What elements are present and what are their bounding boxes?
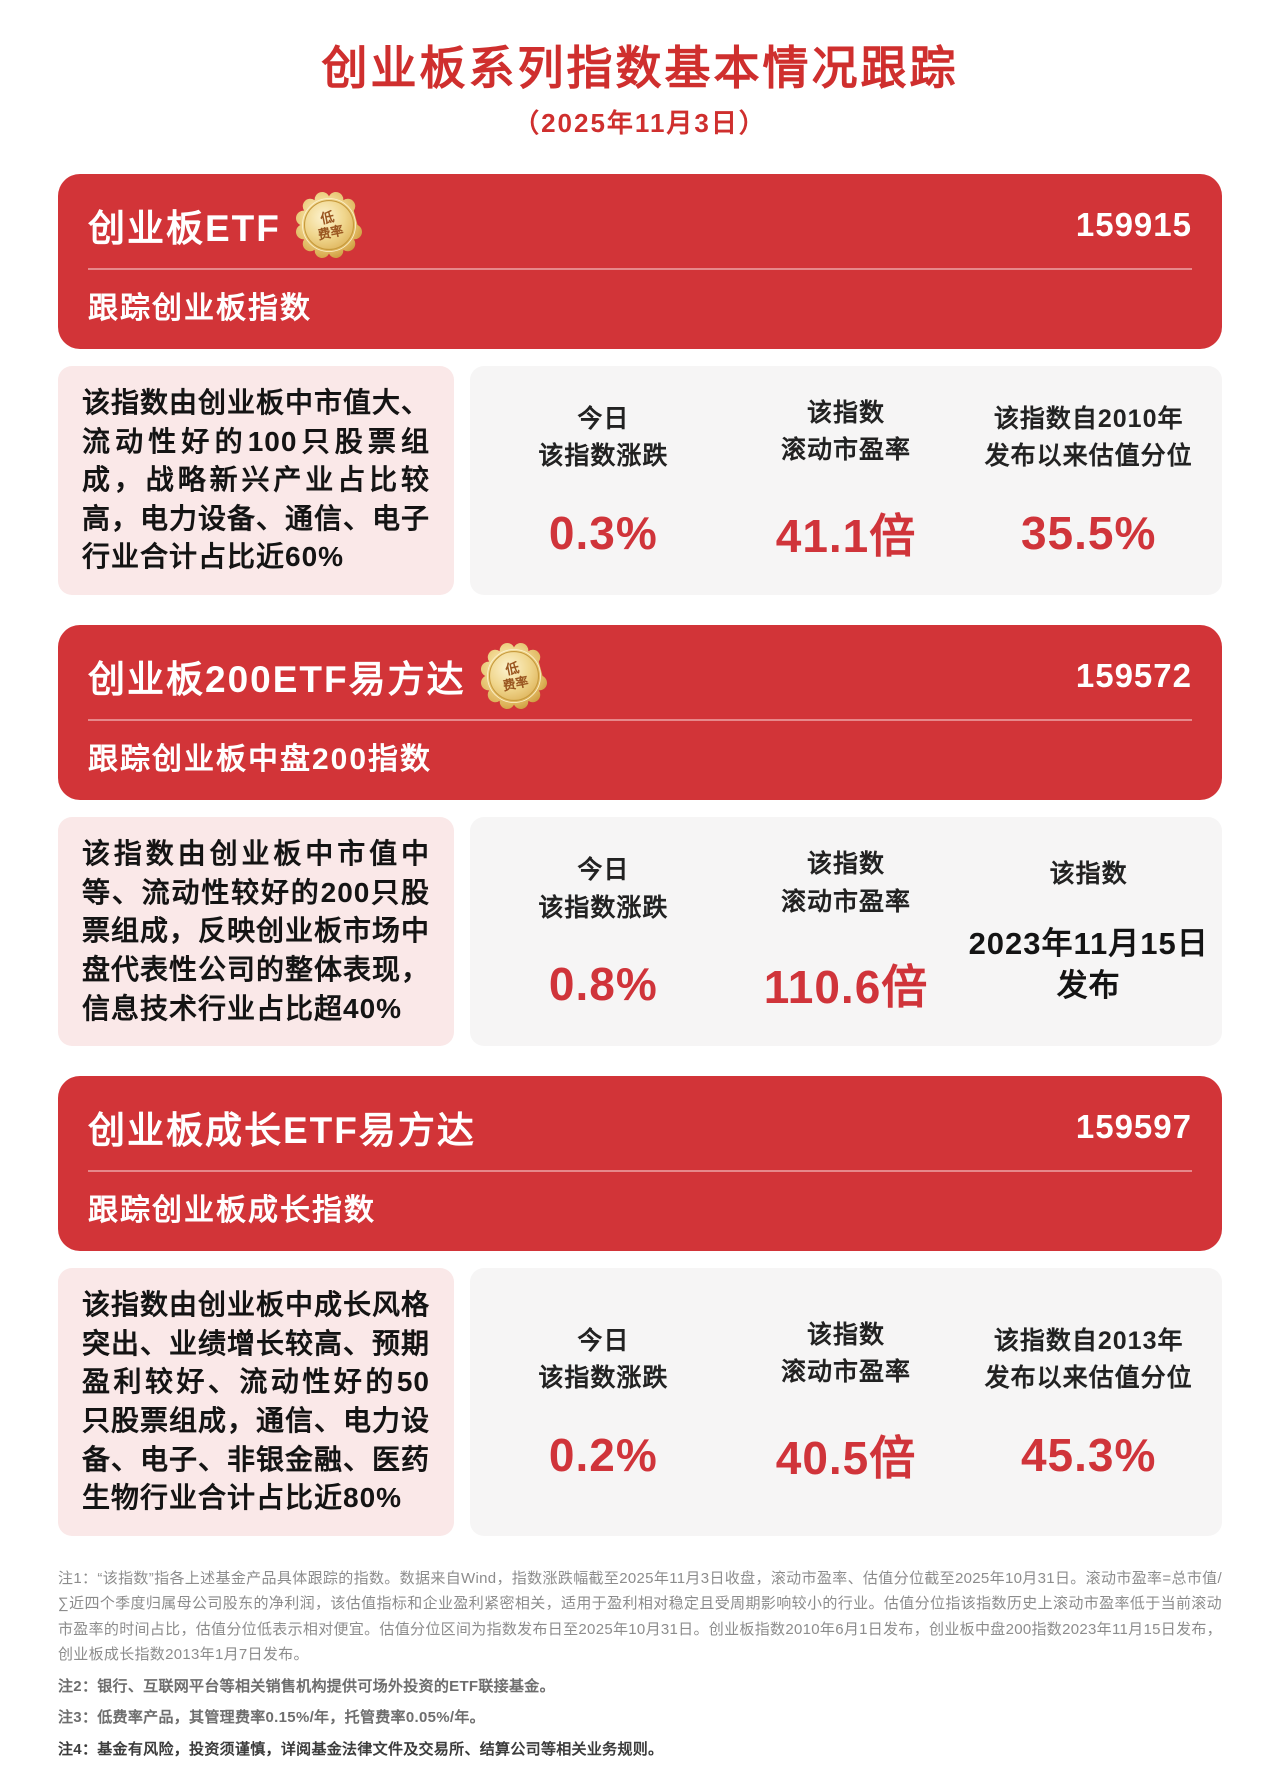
low-fee-seal-icon: 低 费率 (295, 191, 362, 258)
etf-name: 创业板成长ETF易方达 (88, 1110, 476, 1152)
card-body: 该指数由创业板中市值中等、流动性较好的200只股票组成，反映创业板市场中盘代表性… (58, 817, 1222, 1047)
stats-box: 今日 该指数涨跌 0.8% 该指数 滚动市盈率 110.6倍 该指数 2023年… (470, 817, 1222, 1047)
stat-label: 该指数自2013年 发布以来估值分位 (984, 1326, 1193, 1393)
stat-label: 今日 该指数涨跌 (538, 856, 669, 922)
index-description: 该指数由创业板中成长风格突出、业绩增长较高、预期盈利较好、流动性好的50只股票组… (58, 1268, 454, 1536)
footnotes: 注1：“该指数”指各上述基金产品具体跟踪的指数。数据来自Wind，指数涨跌幅截至… (58, 1566, 1222, 1763)
stat-value: 0.3% (548, 506, 658, 559)
stat-label: 该指数 (1049, 859, 1128, 888)
tracking-index-label: 跟踪创业板中盘200指数 (88, 743, 433, 777)
stat-value: 35.5% (1020, 506, 1157, 559)
card-header: 创业板200ETF易方达 低 费率 159572 跟踪创业板中盘200指数 (58, 625, 1222, 801)
stat-pe-ratio: 该指数 滚动市盈率 41.1倍 (725, 395, 968, 566)
stat-label: 该指数 滚动市盈率 (781, 850, 912, 916)
stats-box: 今日 该指数涨跌 0.3% 该指数 滚动市盈率 41.1倍 该指数自2010年 … (470, 365, 1222, 596)
stat-value: 45.3% (1020, 1428, 1157, 1481)
footnote-3: 注3：低费率产品，其管理费率0.15%/年，托管费率0.05%/年。 (58, 1709, 485, 1727)
stat-daily-change: 今日 该指数涨跌 0.3% (482, 401, 725, 560)
index-description: 该指数由创业板中市值中等、流动性较好的200只股票组成，反映创业板市场中盘代表性… (58, 817, 454, 1047)
stat-daily-change: 今日 该指数涨跌 0.8% (482, 852, 725, 1011)
header-divider (88, 1170, 1192, 1173)
stat-value: 0.8% (548, 958, 658, 1011)
svg-text:低 费率: 低 费率 (498, 658, 530, 694)
tracking-index-label: 跟踪创业板成长指数 (88, 1194, 376, 1228)
stat-label: 该指数 滚动市盈率 (781, 398, 912, 465)
stats-box: 今日 该指数涨跌 0.2% 该指数 滚动市盈率 40.5倍 该指数自2013年 … (470, 1268, 1222, 1536)
stat-value: 2023年11月15日 发布 (968, 926, 1209, 1004)
card-body: 该指数由创业板中市值大、流动性好的100只股票组成，战略新兴产业占比较高，电力设… (58, 365, 1222, 596)
etf-card-159915: 创业板ETF 低 费率 159915 跟踪创业板指数 该指数由创业板中市值大、流… (58, 173, 1222, 596)
footnote-4: 注4：基金有风险，投资须谨慎，详阅基金法律文件及交易所、结算公司等相关业务规则。 (58, 1740, 664, 1758)
footnote-2: 注2：银行、互联网平台等相关销售机构提供可场外投资的ETF联接基金。 (58, 1677, 555, 1695)
card-title-row: 创业板200ETF易方达 低 费率 159572 (88, 643, 1192, 710)
stat-valuation-percentile: 该指数自2013年 发布以来估值分位 45.3% (967, 1323, 1210, 1482)
etf-name: 创业板ETF (88, 207, 281, 249)
stat-value: 41.1倍 (775, 509, 917, 562)
stat-label: 今日 该指数涨跌 (538, 1326, 669, 1393)
stat-label: 今日 该指数涨跌 (538, 404, 669, 471)
stat-value: 0.2% (548, 1428, 658, 1481)
stat-valuation-percentile: 该指数自2010年 发布以来估值分位 35.5% (967, 401, 1210, 560)
stat-publish-date: 该指数 2023年11月15日 发布 (967, 856, 1210, 1007)
card-header: 创业板ETF 低 费率 159915 跟踪创业板指数 (58, 173, 1222, 349)
poster: 创业板系列指数基本情况跟踪 （2025年11月3日） 创业板ETF 低 费率 1… (58, 0, 1222, 1762)
stat-value: 40.5倍 (775, 1431, 917, 1484)
index-description: 该指数由创业板中市值大、流动性好的100只股票组成，战略新兴产业占比较高，电力设… (58, 365, 454, 596)
card-title-row: 创业板成长ETF易方达 159597 (88, 1100, 1192, 1154)
stat-pe-ratio: 该指数 滚动市盈率 40.5倍 (725, 1317, 968, 1488)
stat-label: 该指数自2010年 发布以来估值分位 (984, 404, 1193, 471)
svg-text:低 费率: 低 费率 (313, 207, 345, 243)
page-subtitle: （2025年11月3日） (513, 107, 767, 138)
stat-daily-change: 今日 该指数涨跌 0.2% (482, 1323, 725, 1482)
stat-label: 该指数 滚动市盈率 (781, 1320, 912, 1387)
etf-code: 159597 (1075, 1108, 1192, 1146)
etf-name: 创业板200ETF易方达 (88, 659, 466, 701)
card-header: 创业板成长ETF易方达 159597 跟踪创业板成长指数 (58, 1076, 1222, 1252)
page-title: 创业板系列指数基本情况跟踪 (321, 42, 959, 94)
low-fee-seal-icon: 低 费率 (480, 643, 547, 710)
etf-card-159572: 创业板200ETF易方达 低 费率 159572 跟踪创业板中盘200指数 该指… (58, 625, 1222, 1047)
stat-pe-ratio: 该指数 滚动市盈率 110.6倍 (725, 846, 968, 1017)
card-title-row: 创业板ETF 低 费率 159915 (88, 191, 1192, 258)
card-body: 该指数由创业板中成长风格突出、业绩增长较高、预期盈利较好、流动性好的50只股票组… (58, 1268, 1222, 1536)
etf-card-159597: 创业板成长ETF易方达 159597 跟踪创业板成长指数 该指数由创业板中成长风… (58, 1076, 1222, 1536)
header-divider (88, 267, 1192, 270)
etf-code: 159915 (1075, 205, 1192, 243)
etf-code: 159572 (1075, 657, 1192, 695)
footnote-1: 注1：“该指数”指各上述基金产品具体跟踪的指数。数据来自Wind，指数涨跌幅截至… (58, 1569, 1222, 1664)
stat-value: 110.6倍 (763, 961, 929, 1014)
header-divider (88, 719, 1192, 722)
tracking-index-label: 跟踪创业板指数 (88, 291, 312, 325)
